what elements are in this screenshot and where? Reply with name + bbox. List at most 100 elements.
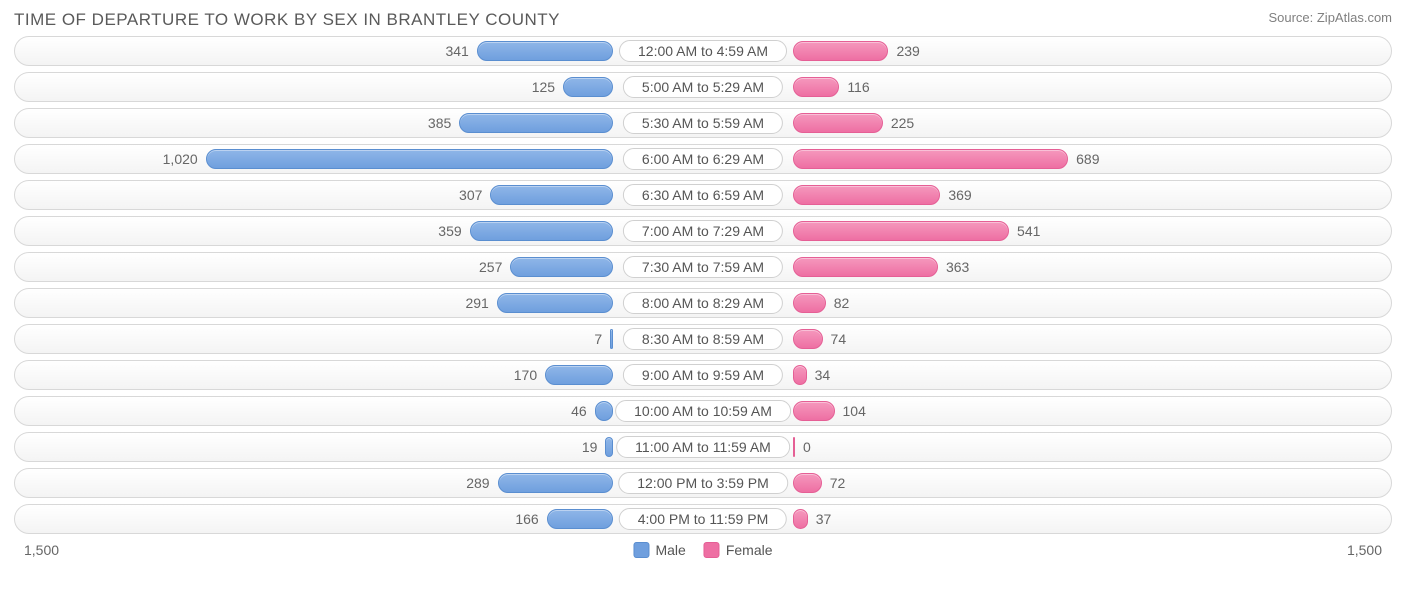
female-value-label: 363	[946, 259, 969, 275]
male-value-label: 341	[445, 43, 468, 59]
male-bar	[595, 401, 613, 421]
female-bar	[793, 113, 883, 133]
male-value-label: 7	[594, 331, 602, 347]
female-value-label: 0	[803, 439, 811, 455]
female-value-label: 239	[896, 43, 919, 59]
chart-row: 34123912:00 AM to 4:59 AM	[14, 36, 1392, 66]
female-bar	[793, 401, 835, 421]
male-half: 125	[15, 73, 703, 101]
male-value-label: 19	[582, 439, 598, 455]
male-bar	[547, 509, 613, 529]
male-value-label: 289	[466, 475, 489, 491]
axis-max-right: 1,500	[1347, 542, 1382, 558]
male-bar	[490, 185, 613, 205]
male-value-label: 291	[465, 295, 488, 311]
chart-legend: Male Female	[633, 542, 772, 558]
male-swatch-icon	[633, 542, 649, 558]
category-label: 4:00 PM to 11:59 PM	[619, 508, 787, 530]
male-bar	[610, 329, 613, 349]
female-bar	[793, 293, 826, 313]
female-value-label: 104	[843, 403, 866, 419]
male-bar	[605, 437, 613, 457]
female-bar	[793, 41, 888, 61]
female-bar	[793, 149, 1068, 169]
female-swatch-icon	[704, 542, 720, 558]
female-half: 239	[703, 37, 1391, 65]
female-bar	[793, 221, 1009, 241]
diverging-bar-chart: 34123912:00 AM to 4:59 AM1251165:00 AM t…	[14, 36, 1392, 534]
female-value-label: 116	[847, 79, 869, 95]
male-bar	[206, 149, 613, 169]
female-bar	[793, 473, 822, 493]
male-half: 307	[15, 181, 703, 209]
male-half: 359	[15, 217, 703, 245]
male-half: 341	[15, 37, 703, 65]
male-half: 385	[15, 109, 703, 137]
male-bar	[497, 293, 613, 313]
male-value-label: 257	[479, 259, 502, 275]
female-value-label: 34	[815, 367, 831, 383]
male-half: 7	[15, 325, 703, 353]
female-value-label: 72	[830, 475, 846, 491]
male-value-label: 125	[532, 79, 555, 95]
male-value-label: 46	[571, 403, 587, 419]
female-value-label: 74	[831, 331, 847, 347]
category-label: 8:30 AM to 8:59 AM	[623, 328, 783, 350]
category-label: 9:00 AM to 9:59 AM	[623, 364, 783, 386]
category-label: 6:30 AM to 6:59 AM	[623, 184, 783, 206]
female-bar	[793, 185, 940, 205]
legend-label-female: Female	[726, 542, 773, 558]
male-value-label: 166	[515, 511, 538, 527]
male-bar	[498, 473, 613, 493]
male-half: 46	[15, 397, 703, 425]
category-label: 7:00 AM to 7:29 AM	[623, 220, 783, 242]
female-bar	[793, 365, 807, 385]
male-half: 19	[15, 433, 703, 461]
category-label: 5:00 AM to 5:29 AM	[623, 76, 783, 98]
chart-title: TIME OF DEPARTURE TO WORK BY SEX IN BRAN…	[14, 10, 560, 30]
category-label: 10:00 AM to 10:59 AM	[615, 400, 791, 422]
female-value-label: 37	[816, 511, 832, 527]
male-bar	[545, 365, 613, 385]
male-value-label: 385	[428, 115, 451, 131]
category-label: 7:30 AM to 7:59 AM	[623, 256, 783, 278]
male-half: 1,020	[15, 145, 703, 173]
chart-row: 257 363 7:30 AM to 7:59 AM	[14, 252, 1392, 282]
female-bar	[793, 329, 823, 349]
female-half: 37	[703, 505, 1391, 533]
female-bar	[793, 509, 808, 529]
female-half: 689	[703, 145, 1391, 173]
chart-row: 170 34 9:00 AM to 9:59 AM	[14, 360, 1392, 390]
chart-row: 307 3696:30 AM to 6:59 AM	[14, 180, 1392, 210]
chart-row: 7 74 8:30 AM to 8:59 AM	[14, 324, 1392, 354]
chart-row: 291828:00 AM to 8:29 AM	[14, 288, 1392, 318]
chart-row: 46 104 10:00 AM to 10:59 AM	[14, 396, 1392, 426]
female-bar	[793, 257, 938, 277]
male-value-label: 170	[514, 367, 537, 383]
chart-footer: 1,500 Male Female 1,500	[14, 540, 1392, 566]
chart-row: 385 225 5:30 AM to 5:59 AM	[14, 108, 1392, 138]
male-value-label: 359	[438, 223, 461, 239]
category-label: 11:00 AM to 11:59 AM	[616, 436, 790, 458]
male-bar	[470, 221, 613, 241]
female-value-label: 225	[891, 115, 914, 131]
female-half: 369	[703, 181, 1391, 209]
male-bar	[563, 77, 613, 97]
male-bar	[477, 41, 613, 61]
female-half: 116	[703, 73, 1391, 101]
male-bar	[510, 257, 613, 277]
chart-row: 125 116 5:00 AM to 5:29 AM	[14, 72, 1392, 102]
female-value-label: 689	[1076, 151, 1099, 167]
legend-item-male: Male	[633, 542, 685, 558]
female-half: 225	[703, 109, 1391, 137]
male-half: 170	[15, 361, 703, 389]
legend-item-female: Female	[704, 542, 773, 558]
male-half: 291	[15, 289, 703, 317]
male-bar	[459, 113, 613, 133]
category-label: 5:30 AM to 5:59 AM	[623, 112, 783, 134]
chart-row: 19 0 11:00 AM to 11:59 AM	[14, 432, 1392, 462]
female-half: 0	[703, 433, 1391, 461]
chart-row: 166 37 4:00 PM to 11:59 PM	[14, 504, 1392, 534]
male-value-label: 307	[459, 187, 482, 203]
category-label: 6:00 AM to 6:29 AM	[623, 148, 783, 170]
